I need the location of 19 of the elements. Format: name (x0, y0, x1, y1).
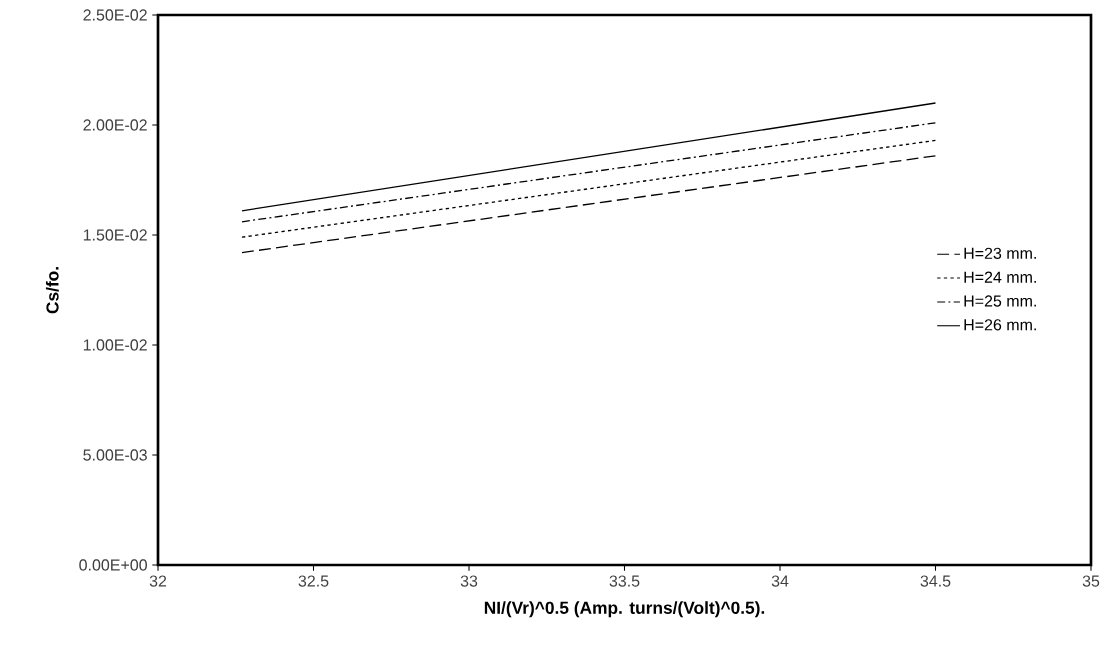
legend-label: H=25 mm. (964, 295, 1036, 307)
x-tick-label: 35 (1082, 575, 1100, 587)
y-axis-title: Cs/fo. (45, 267, 59, 314)
y-tick-label: 2.00E-02 (83, 119, 147, 131)
y-tick-label: 0.00E+00 (79, 559, 147, 571)
y-tick-label: 1.50E-02 (83, 229, 147, 241)
x-tick-label: 32 (149, 575, 167, 587)
y-tick-label: 1.00E-02 (83, 339, 147, 351)
x-tick-label: 33.5 (609, 575, 640, 587)
x-tick-label: 33 (460, 575, 478, 587)
legend-label: H=23 mm. (964, 247, 1036, 259)
legend-label: H=26 mm. (964, 319, 1036, 331)
x-tick-label: 34.5 (920, 575, 951, 587)
x-tick-label: 34 (771, 575, 789, 587)
x-tick-label: 32.5 (298, 575, 329, 587)
legend-label: H=24 mm. (964, 271, 1036, 283)
y-tick-label: 2.50E-02 (83, 9, 147, 21)
x-axis-title: NI/(Vr)^0.5 (Amp. turns/(Volt)^0.5). (484, 601, 765, 618)
y-tick-label: 5.00E-03 (83, 449, 147, 461)
